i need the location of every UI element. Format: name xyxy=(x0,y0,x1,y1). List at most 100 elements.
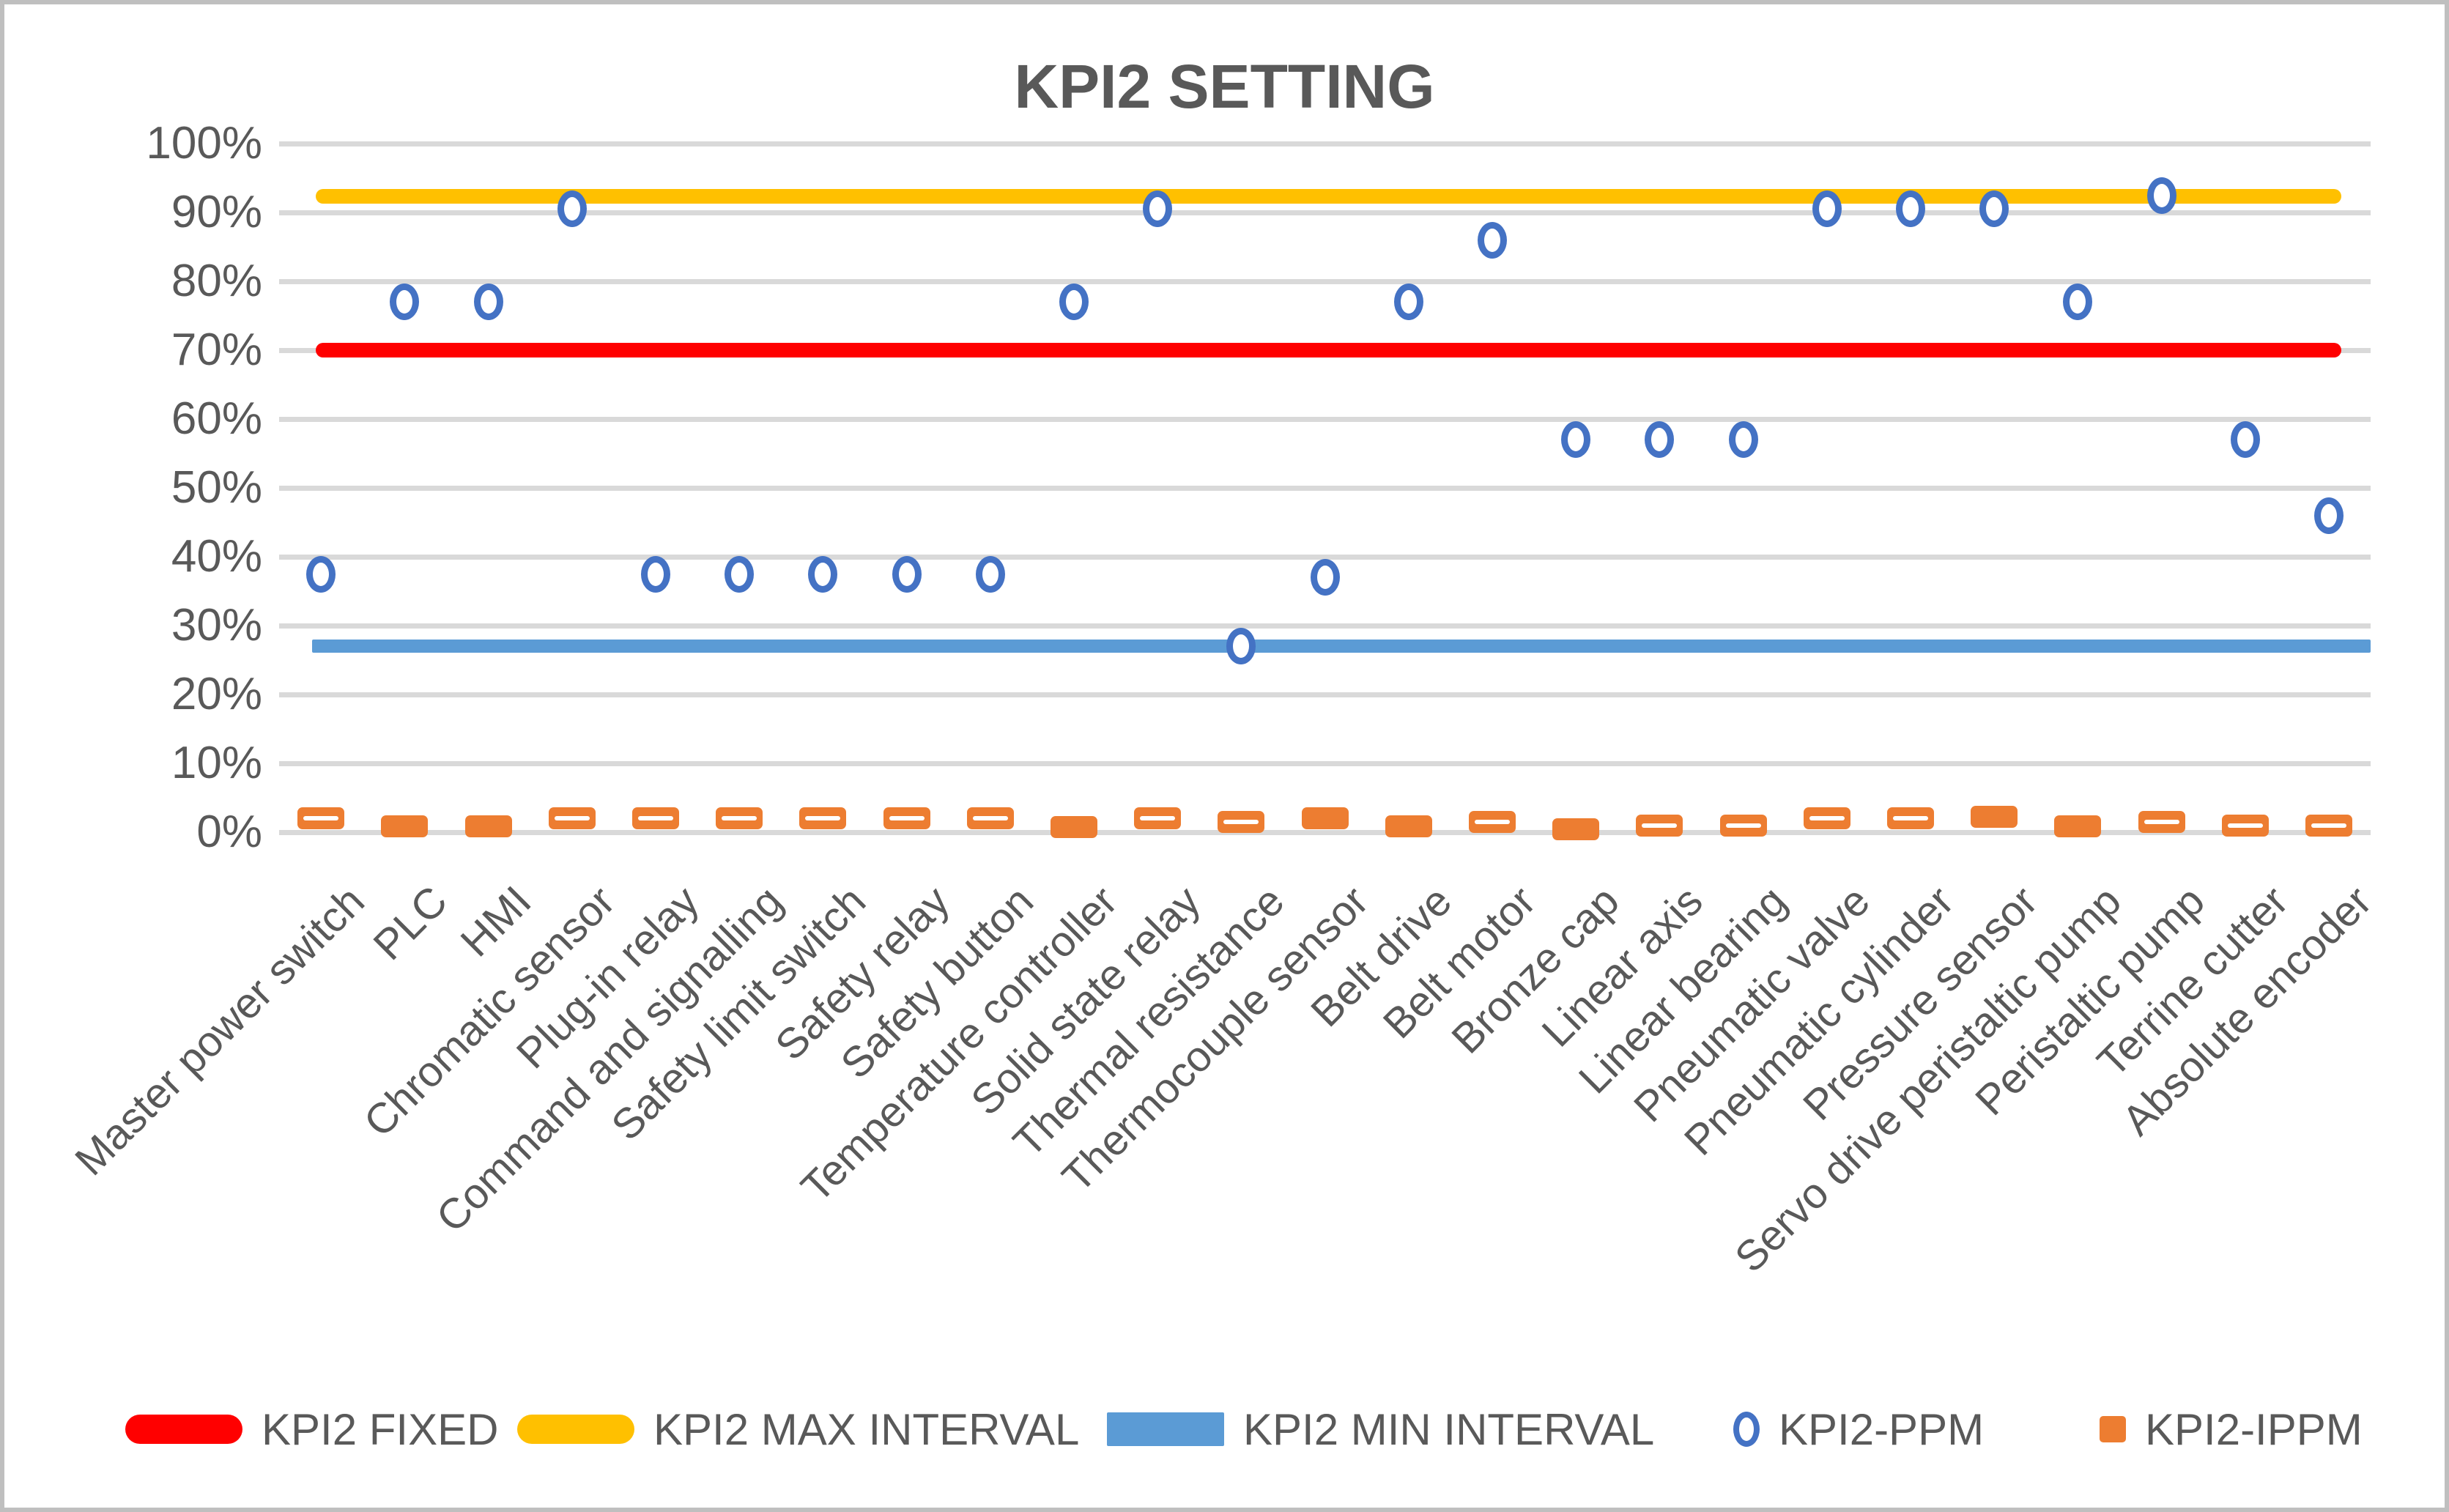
legend-label: KPI2-PPM xyxy=(1779,1404,1985,1454)
gridline xyxy=(279,210,2371,215)
ippm-marker xyxy=(883,807,930,830)
ppm-marker xyxy=(1310,559,1340,596)
ppm-marker xyxy=(1728,421,1758,459)
ippm-marker-stripe xyxy=(637,816,673,821)
ppm-marker xyxy=(1895,190,1925,228)
ppm-marker xyxy=(2146,177,2176,214)
ippm-marker xyxy=(1468,810,1516,833)
y-axis-tick-label: 0% xyxy=(196,807,262,857)
ippm-marker xyxy=(1803,807,1850,830)
gridline xyxy=(279,760,2371,766)
ippm-marker-stripe xyxy=(1642,823,1678,828)
ippm-marker xyxy=(1301,807,1349,830)
ippm-marker-stripe xyxy=(972,816,1008,821)
gridline xyxy=(279,692,2371,697)
ippm-marker-stripe xyxy=(554,816,590,821)
ppm-marker xyxy=(1561,421,1591,459)
ippm-marker xyxy=(716,807,763,830)
ppm-marker xyxy=(1143,190,1173,228)
legend-item-kpi2-min-interval: KPI2 MIN INTERVAL xyxy=(1107,1396,1654,1462)
y-axis-tick-label: 40% xyxy=(171,531,262,582)
x-axis-label: Master power switch xyxy=(65,877,374,1185)
blue-line-swatch xyxy=(1107,1412,1224,1446)
legend-item-kpi2-ppm: KPI2-PPM xyxy=(1733,1396,1984,1462)
legend-item-kpi2-max-interval: KPI2 MAX INTERVAL xyxy=(517,1396,1079,1462)
ippm-marker-stripe xyxy=(2227,823,2263,828)
ippm-marker-stripe xyxy=(1140,816,1176,821)
ippm-marker-stripe xyxy=(1892,816,1928,821)
ippm-marker xyxy=(381,815,429,838)
legend-label: KPI2 MIN INTERVAL xyxy=(1243,1404,1655,1454)
ippm-marker-stripe xyxy=(805,816,841,821)
ippm-marker xyxy=(1218,810,1265,833)
gridline xyxy=(279,416,2371,422)
ppm-marker xyxy=(1979,190,2009,228)
ippm-marker xyxy=(2138,810,2185,833)
ippm-marker-stripe xyxy=(889,816,925,821)
red-line-swatch xyxy=(125,1415,242,1444)
ippm-marker xyxy=(1050,816,1097,839)
ppm-marker xyxy=(1059,284,1089,321)
legend-label: KPI2 MAX INTERVAL xyxy=(653,1404,1080,1454)
ppm-marker xyxy=(2230,421,2260,459)
kpi2-fixed-line xyxy=(316,343,2341,357)
gridline xyxy=(279,554,2371,560)
circle-marker-swatch xyxy=(1733,1412,1760,1447)
dash-marker-swatch xyxy=(2100,1416,2126,1442)
ippm-marker-stripe xyxy=(1223,819,1259,824)
chart-title: KPI2 SETTING xyxy=(1014,52,1435,121)
kpi2-min-interval-line xyxy=(312,640,2371,653)
gridline xyxy=(279,623,2371,629)
ppm-marker xyxy=(892,555,922,593)
ippm-marker xyxy=(1385,815,1432,838)
ppm-marker xyxy=(390,284,420,321)
ippm-marker xyxy=(548,807,596,830)
ippm-marker xyxy=(464,815,512,838)
ppm-marker xyxy=(725,555,755,593)
ippm-marker xyxy=(1886,807,1934,830)
legend: KPI2 FIXED KPI2 MAX INTERVAL KPI2 MIN IN… xyxy=(4,1396,2445,1477)
y-axis-tick-label: 30% xyxy=(171,600,262,651)
ippm-marker xyxy=(1552,818,1600,841)
kpi2-max-interval-line xyxy=(316,189,2341,204)
gridline xyxy=(279,485,2371,491)
ppm-marker xyxy=(2063,284,2093,321)
ippm-marker-stripe xyxy=(2144,819,2179,824)
ppm-marker xyxy=(1477,221,1507,259)
ippm-marker-stripe xyxy=(722,816,757,821)
ppm-marker xyxy=(473,284,503,321)
legend-label: KPI2 FIXED xyxy=(262,1404,499,1454)
gridline xyxy=(279,141,2371,147)
ppm-marker xyxy=(557,190,587,228)
ippm-marker xyxy=(631,807,679,830)
gridline xyxy=(279,278,2371,284)
legend-item-kpi2-ippm: KPI2-IPPM xyxy=(2100,1396,2363,1462)
y-axis-tick-label: 80% xyxy=(171,256,262,306)
ippm-marker-stripe xyxy=(2311,823,2346,828)
ippm-marker xyxy=(1134,807,1182,830)
y-axis-tick-label: 70% xyxy=(171,325,262,375)
ippm-marker xyxy=(1636,814,1683,837)
legend-label: KPI2-IPPM xyxy=(2145,1404,2363,1454)
ppm-marker xyxy=(2313,497,2344,534)
ippm-marker xyxy=(1971,806,2018,829)
ppm-marker xyxy=(1226,628,1256,665)
ppm-marker xyxy=(808,555,838,593)
y-axis-tick-label: 90% xyxy=(171,187,262,237)
yellow-line-swatch xyxy=(517,1415,634,1444)
y-axis-tick-label: 60% xyxy=(171,393,262,444)
ippm-marker xyxy=(2221,814,2269,837)
ippm-marker xyxy=(1719,814,1767,837)
ppm-marker xyxy=(306,555,336,593)
y-axis-tick-label: 50% xyxy=(171,462,262,513)
ppm-marker xyxy=(640,555,670,593)
ppm-marker xyxy=(1645,421,1675,459)
ippm-marker-stripe xyxy=(1725,823,1761,828)
ippm-marker xyxy=(297,807,345,830)
ippm-marker xyxy=(2054,815,2102,837)
ppm-marker xyxy=(1812,190,1842,228)
ippm-marker xyxy=(966,807,1014,830)
ippm-marker-stripe xyxy=(1474,819,1510,824)
x-axis-label: PLC xyxy=(364,877,457,970)
